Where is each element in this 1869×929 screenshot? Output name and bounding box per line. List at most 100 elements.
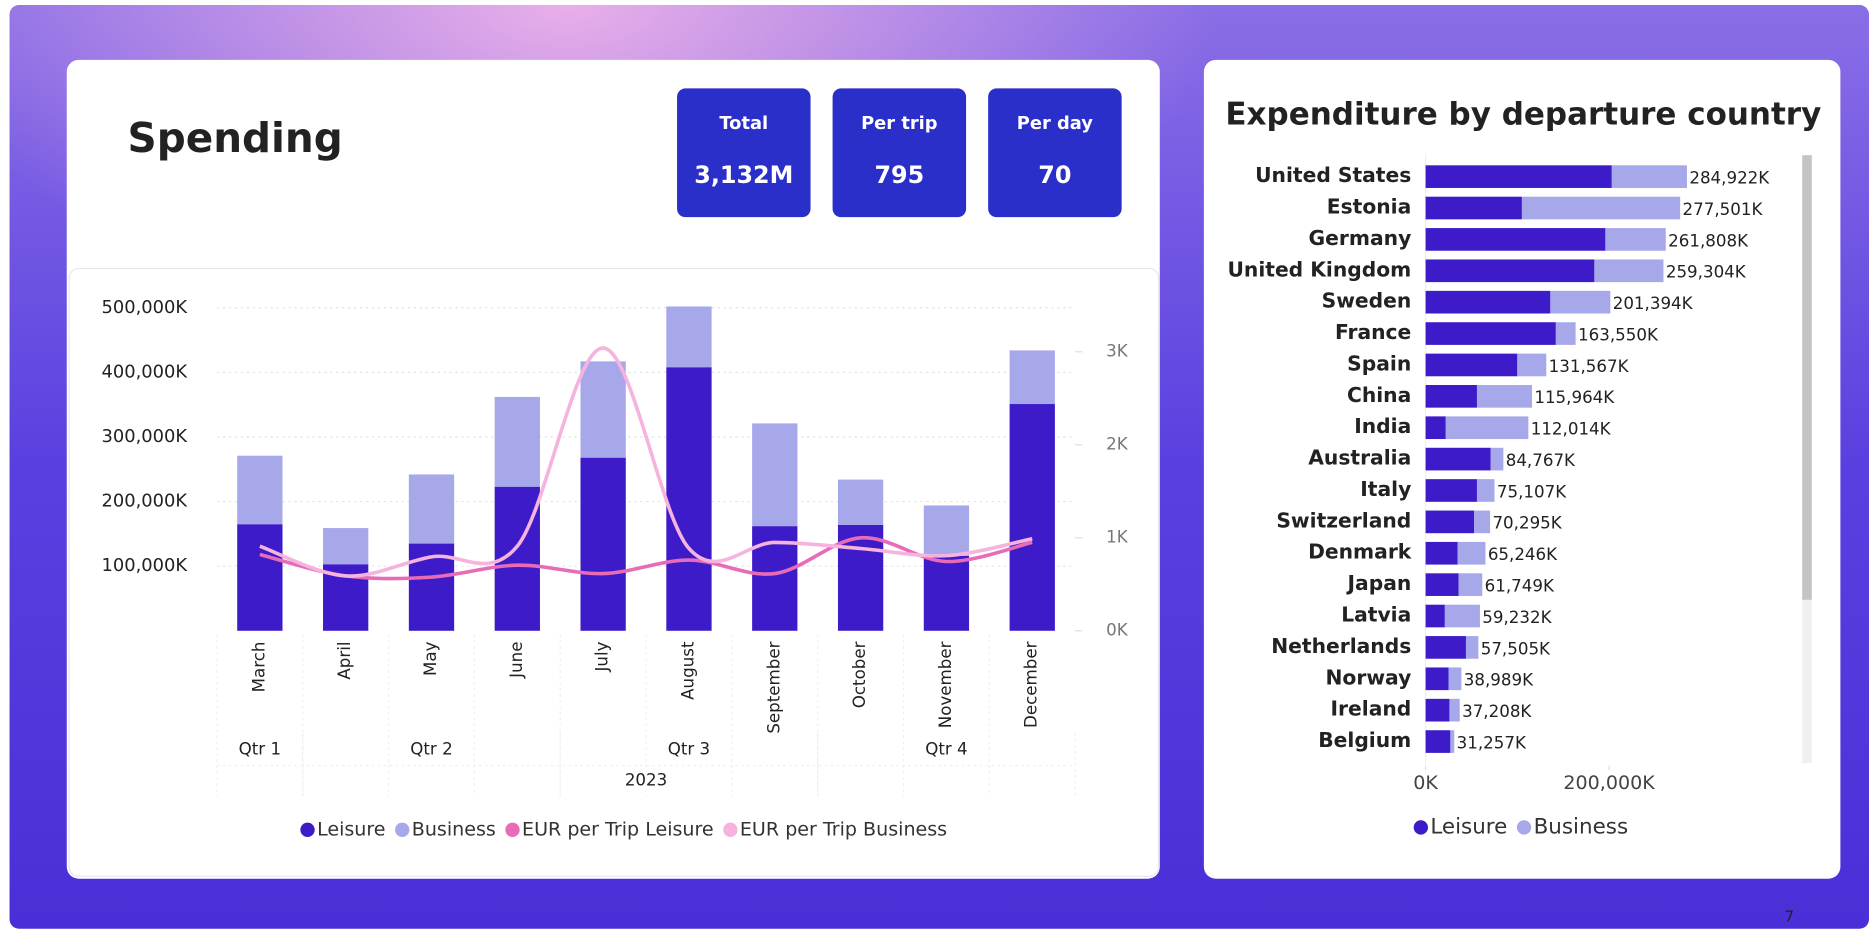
bar [1426,511,1475,534]
bar [924,556,969,631]
bar [1426,699,1450,722]
dashboard: Spending 7 Expenditure by departure coun… [0,0,1869,929]
kpi-label: Per day [1017,113,1094,134]
bar [1426,667,1449,690]
y-category-label: Japan [1346,571,1412,595]
y-category-label: Germany [1309,226,1412,250]
y-category-label: Australia [1308,446,1411,470]
y-category-label: France [1335,320,1411,344]
total-label: 284,922K [1689,169,1770,188]
page-title: Spending [128,114,343,162]
bar [1426,385,1477,408]
y-category-label: China [1347,383,1411,407]
bar [1466,636,1478,659]
y-tick-label: 400,000K [102,361,189,382]
bar [924,505,969,555]
bar [1449,667,1462,690]
page: Spending 7 Expenditure by departure coun… [0,0,1869,929]
total-label: 277,501K [1683,200,1764,219]
x-tick-label: 200,000K [1563,772,1655,794]
bar [1426,197,1522,220]
total-label: 59,232K [1482,608,1552,627]
x-tick-label: 0K [1413,772,1438,794]
legend-marker [723,823,737,837]
bar [1550,291,1610,314]
bar [1426,636,1466,659]
bar [838,480,883,525]
bar [237,524,282,631]
y-tick-label: 300,000K [102,426,189,447]
total-label: 112,014K [1531,420,1612,439]
legend-label: Leisure [1430,814,1507,839]
x-group-label: Qtr 2 [410,739,452,758]
bar [1010,350,1055,404]
bar [1477,385,1532,408]
bar [1426,416,1446,439]
kpi-value: 3,132M [694,161,793,189]
bar [1426,291,1551,314]
bar [323,528,368,564]
bar [1426,228,1606,251]
legend-label: Business [412,818,496,840]
x-tick-label: June [507,642,526,679]
bar [1426,479,1477,502]
bar [237,456,282,524]
bar [1446,416,1529,439]
legend-marker [395,823,409,837]
legend-marker [1414,820,1428,834]
x-tick-label: July [593,641,612,672]
bar [1556,322,1576,345]
bar [495,397,540,487]
total-label: 115,964K [1534,388,1615,407]
y-category-label: Belgium [1318,728,1411,752]
scrollbar-thumb[interactable] [1802,155,1812,600]
bar [1474,511,1490,534]
kpi-label: Total [719,113,768,134]
bar [1522,197,1680,220]
x-group-label: Qtr 4 [925,739,967,758]
y-category-label: United States [1255,163,1411,187]
kpi-label: Per trip [861,113,937,134]
y-tick-label: 200,000K [102,491,189,512]
y-tick-label: 500,000K [102,297,189,318]
bar [1426,354,1518,377]
bar [1426,259,1595,282]
kpi-card [677,88,811,217]
x-tick-label: September [764,641,783,733]
x-tick-label: March [249,642,268,693]
total-label: 70,295K [1492,514,1562,533]
x-supergroup-label: 2023 [625,770,667,789]
y-category-label: United Kingdom [1227,257,1411,281]
y-category-label: Italy [1360,477,1411,501]
bar [409,474,454,543]
x-tick-label: November [936,641,955,728]
y2-tick-label: 3K [1106,341,1129,360]
legend-marker [300,823,314,837]
kpi-card [833,88,967,217]
bar [1426,573,1459,596]
bar [1426,605,1445,628]
total-label: 65,246K [1488,545,1558,564]
legend-marker [1517,820,1531,834]
y2-tick-label: 2K [1106,434,1129,453]
total-label: 259,304K [1666,263,1747,282]
y-category-label: Sweden [1322,289,1412,313]
y-category-label: Netherlands [1271,634,1411,658]
bar [1426,448,1491,471]
y-tick-label: 100,000K [102,555,189,576]
legend-label: EUR per Trip Leisure [522,818,714,840]
x-group-label: Qtr 3 [668,739,710,758]
x-tick-label: August [678,641,697,700]
x-tick-label: October [850,641,869,708]
bar [1426,165,1612,188]
legend-label: Leisure [317,818,385,840]
bar [666,306,711,367]
bar [1491,448,1504,471]
y-category-label: Spain [1347,351,1411,375]
bar [1605,228,1665,251]
y-category-label: Ireland [1331,697,1412,721]
bar [1517,354,1546,377]
chart-title: Expenditure by departure country [1225,96,1821,132]
total-label: 75,107K [1497,482,1567,501]
bar [580,458,625,631]
